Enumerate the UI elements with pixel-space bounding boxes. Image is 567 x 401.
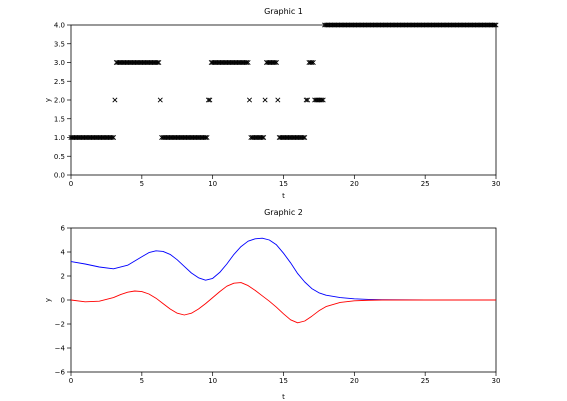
y-tick-label: 4: [61, 249, 66, 257]
x-tick-label: 15: [279, 377, 288, 385]
x-tick-label: 10: [208, 180, 217, 188]
data-point-x-marker: [309, 59, 315, 66]
data-point-x-marker: [272, 59, 278, 66]
graphic-2-y-axis-label: y: [44, 298, 52, 302]
y-tick-label: 1.5: [54, 115, 65, 123]
data-point-x-marker: [305, 97, 311, 103]
data-point-x-marker: [207, 97, 213, 103]
data-point-x-marker: [246, 97, 253, 103]
y-tick-label: 0.0: [54, 172, 65, 180]
data-point-x-marker: [203, 134, 209, 141]
series-line-2: [70, 282, 496, 324]
y-tick-label: 6: [61, 225, 66, 233]
data-point-x-marker: [244, 59, 250, 66]
data-point-x-marker: [275, 97, 281, 103]
x-tick-label: 30: [492, 377, 501, 385]
y-tick-label: 2.0: [54, 97, 65, 105]
y-tick-label: 4.0: [54, 22, 65, 30]
data-point-x-marker: [273, 59, 279, 66]
data-point-x-marker: [300, 134, 306, 141]
data-point-x-marker: [110, 134, 117, 141]
data-point-x-marker: [112, 97, 118, 103]
data-point-x-marker: [259, 134, 265, 141]
data-point-x-marker: [245, 59, 251, 66]
graphic-1-y-axis-label: y: [44, 98, 52, 102]
data-point-x-marker: [205, 97, 211, 103]
x-tick-label: 25: [421, 377, 430, 385]
y-tick-label: 0.5: [54, 153, 65, 161]
data-point-x-marker: [320, 97, 326, 103]
x-tick-label: 15: [279, 180, 288, 188]
graphic-2-x-axis-label: t: [282, 393, 285, 401]
x-tick-label: 0: [69, 377, 73, 385]
y-tick-label: −2: [55, 321, 65, 329]
graphic-2-title: Graphic 2: [264, 208, 303, 217]
y-tick-label: 2.5: [54, 78, 65, 86]
graphic-1-panel: Graphic 1 0 5 10 15 20 25 30 0.0 0.5 1.0 1.5 2.0 2.5…: [44, 7, 500, 200]
data-point-x-marker: [302, 134, 308, 141]
data-point-x-marker: [262, 97, 268, 103]
series-line-1: [70, 237, 496, 301]
x-tick-label: 30: [492, 180, 501, 188]
data-point-x-marker: [310, 59, 316, 66]
graphic-1-ticks: 0 5 10 15 20 25 30 0.0 0.5 1.0 1.5 2.0 2.5 3.0 3.5 4.0: [54, 22, 501, 189]
graphic-2-panel: Graphic 2 0 5 10 15 20 25 30 −6 −4 −2 0 2 4 6 t y: [44, 208, 500, 401]
graphic-2-marks: [70, 237, 496, 324]
y-tick-label: 3.5: [54, 40, 65, 48]
data-point-x-marker: [303, 97, 309, 103]
graphic-1-marks: [68, 22, 499, 141]
y-tick-label: 0: [61, 297, 65, 305]
data-point-x-marker: [261, 134, 267, 141]
data-point-x-marker: [154, 59, 160, 66]
x-tick-label: 5: [140, 180, 144, 188]
y-tick-label: 3.0: [54, 59, 65, 67]
x-tick-label: 0: [69, 180, 73, 188]
data-point-x-marker: [319, 97, 325, 103]
data-point-x-marker: [492, 22, 498, 28]
y-tick-label: −4: [55, 345, 66, 353]
data-point-x-marker: [156, 59, 162, 66]
y-tick-label: 2: [61, 273, 65, 281]
data-point-x-marker: [204, 134, 210, 141]
data-point-x-marker: [157, 97, 163, 103]
x-tick-label: 5: [140, 377, 144, 385]
graphic-2-ticks: 0 5 10 15 20 25 30 −6 −4 −2 0 2 4 6: [55, 225, 501, 386]
graphic-1-x-axis-label: t: [282, 192, 285, 200]
graphic-1-title: Graphic 1: [264, 7, 303, 16]
x-tick-label: 20: [350, 180, 359, 188]
x-tick-label: 10: [208, 377, 217, 385]
y-tick-label: −6: [55, 369, 66, 377]
x-tick-label: 20: [350, 377, 359, 385]
x-tick-label: 25: [421, 180, 430, 188]
y-tick-label: 1.0: [54, 134, 65, 142]
data-point-x-marker: [109, 134, 115, 141]
graphic-1-plot-area: [70, 24, 497, 176]
data-point-x-marker: [493, 22, 499, 28]
